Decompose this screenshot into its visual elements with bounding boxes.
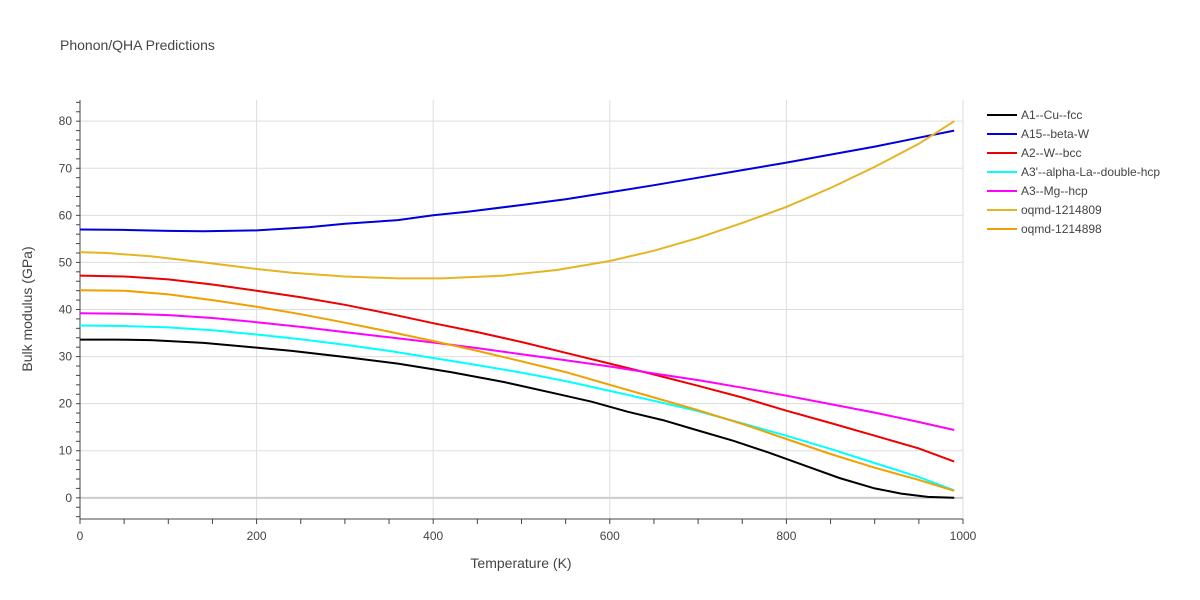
y-tick-label: 60 (59, 208, 73, 222)
series-line-a15-beta-w (79, 129, 955, 233)
series-line-a1-cu-fcc (80, 338, 955, 499)
x-tick-label: 1000 (950, 529, 977, 543)
y-axis-title: Bulk modulus (GPa) (19, 246, 35, 371)
x-tick-label: 800 (776, 529, 796, 543)
series-line-a3-mg-hcp (79, 312, 955, 431)
x-tick-label: 400 (423, 529, 443, 543)
y-tick-label: 20 (59, 397, 73, 411)
legend-label-a1-cu-fcc[interactable]: A1--Cu--fcc (1021, 108, 1082, 122)
x-tick-label: 200 (247, 529, 267, 543)
series-line-oqmd-1214898 (79, 289, 955, 492)
legend-label-a15-beta-w[interactable]: A15--beta-W (1021, 127, 1090, 141)
y-tick-label: 30 (59, 350, 73, 364)
legend: A1--Cu--fcc A15--beta-W A2--W--bcc A3'--alp… (987, 108, 1160, 236)
chart-title: Phonon/QHA Predictions (60, 37, 215, 53)
series-line-oqmd-1214809 (79, 120, 955, 280)
legend-label-a3-alpha-la-double-hcp[interactable]: A3'--alpha-La--double-hcp (1021, 165, 1160, 179)
grid-layer (80, 100, 964, 519)
legend-label-a2-w-bcc[interactable]: A2--W--bcc (1021, 146, 1081, 160)
series-layer (79, 120, 955, 499)
y-tick-label: 80 (59, 114, 73, 128)
x-axis-title: Temperature (K) (470, 555, 571, 571)
y-tick-label: 10 (59, 444, 73, 458)
y-tick-label: 50 (59, 255, 73, 269)
legend-label-oqmd-1214809[interactable]: oqmd-1214809 (1021, 203, 1102, 217)
series-line-a2-w-bcc (79, 274, 955, 463)
x-tick-label: 0 (77, 529, 84, 543)
legend-label-oqmd-1214898[interactable]: oqmd-1214898 (1021, 222, 1102, 236)
y-tick-label: 70 (59, 161, 73, 175)
legend-label-a3-mg-hcp[interactable]: A3--Mg--hcp (1021, 184, 1088, 198)
x-tick-label: 600 (600, 529, 620, 543)
y-tick-label: 40 (59, 303, 73, 317)
y-tick-label: 0 (65, 491, 72, 505)
axis-layer: 0 200 400 600 800 1000 0 10 20 30 40 50 60 70 80 (59, 100, 977, 543)
series-line-a3-alpha-la-double-hcp (79, 324, 955, 492)
